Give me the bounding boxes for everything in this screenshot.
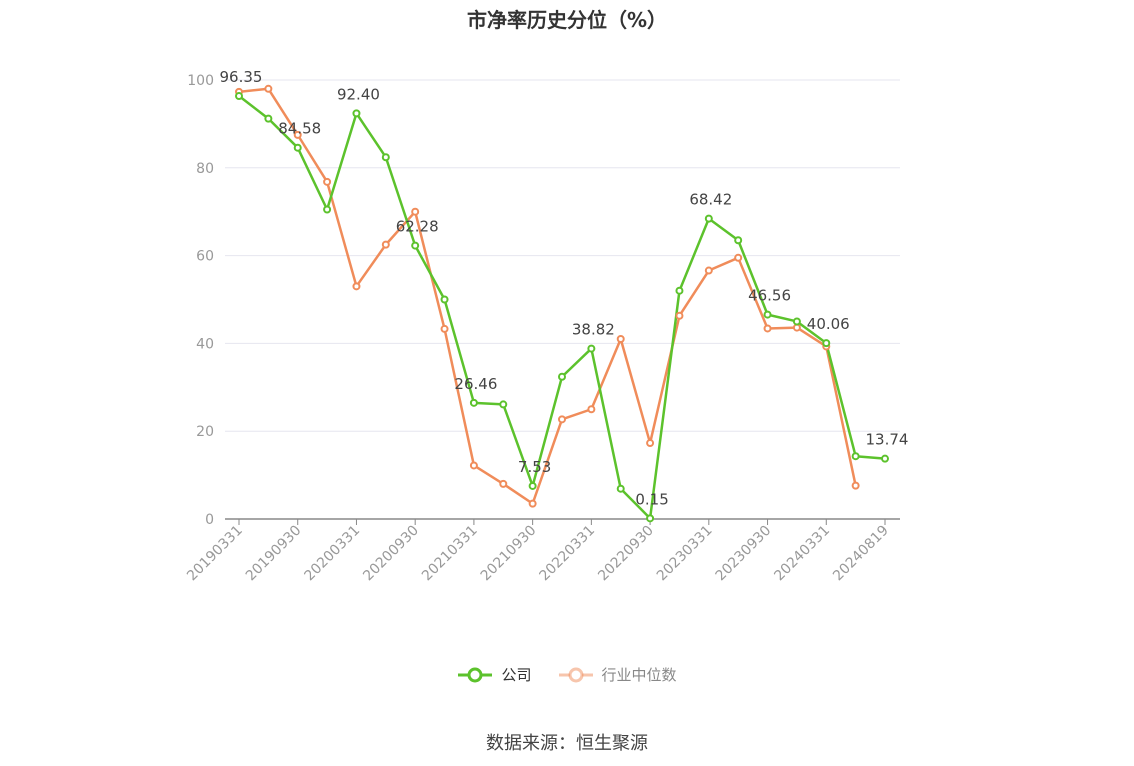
data-label: 0.15 <box>635 490 668 508</box>
legend-industry-marker <box>558 667 593 682</box>
data-point-industry[interactable] <box>587 405 596 414</box>
x-tick-label: 20230930 <box>713 523 775 585</box>
data-point-company[interactable] <box>323 205 332 214</box>
data-point-company[interactable] <box>381 153 390 162</box>
data-label: 38.82 <box>572 321 615 339</box>
x-tick-label: 20200930 <box>360 523 422 585</box>
x-tick-label: 20190930 <box>243 523 305 585</box>
x-tick-label: 20240819 <box>830 523 892 585</box>
legend-item-industry[interactable]: 行业中位数 <box>558 664 677 685</box>
data-point-industry[interactable] <box>646 439 655 448</box>
y-tick-label: 60 <box>196 249 214 265</box>
data-point-company[interactable] <box>881 454 889 463</box>
data-label: 40.06 <box>807 315 850 333</box>
data-point-industry[interactable] <box>704 266 713 275</box>
x-tick-label: 20220331 <box>536 523 598 585</box>
data-point-industry[interactable] <box>616 335 625 344</box>
data-point-company[interactable] <box>352 109 361 118</box>
data-point-company[interactable] <box>499 400 508 409</box>
y-tick-label: 0 <box>205 512 214 528</box>
data-point-industry[interactable] <box>469 461 478 470</box>
data-points <box>235 84 889 523</box>
data-point-company[interactable] <box>734 236 743 245</box>
series-line-industry <box>238 87 857 505</box>
legend-label-company: 公司 <box>501 666 532 684</box>
data-point-company[interactable] <box>411 241 420 250</box>
legend-item-company[interactable]: 公司 <box>457 664 532 685</box>
data-point-industry[interactable] <box>352 282 361 291</box>
data-point-industry[interactable] <box>675 311 684 320</box>
data-point-industry[interactable] <box>381 240 390 249</box>
data-label: 96.35 <box>220 68 263 86</box>
data-point-industry[interactable] <box>323 177 332 186</box>
data-label: 68.42 <box>689 191 732 209</box>
x-tick-label: 20200331 <box>302 523 364 585</box>
grid-lines <box>225 79 900 432</box>
data-point-company[interactable] <box>792 317 801 326</box>
data-point-industry[interactable] <box>734 253 743 262</box>
chart-title: 市净率历史分位（%） <box>466 8 668 32</box>
line-chart: 0 20 40 60 80 100 2019033120190930202003312020… <box>184 68 909 585</box>
data-point-industry[interactable] <box>558 415 566 424</box>
data-label: 62.28 <box>396 218 439 236</box>
y-tick-label: 100 <box>187 73 214 89</box>
data-point-industry[interactable] <box>528 499 537 508</box>
data-point-industry[interactable] <box>792 323 801 332</box>
data-label: 92.40 <box>337 85 380 103</box>
x-tick-label: 20210930 <box>478 523 540 585</box>
data-point-company[interactable] <box>616 484 625 493</box>
data-point-company[interactable] <box>264 114 273 123</box>
data-point-company[interactable] <box>293 143 302 152</box>
series-line-company <box>238 95 886 520</box>
data-point-industry[interactable] <box>411 207 420 216</box>
data-point-company[interactable] <box>235 92 243 101</box>
legend-label-industry: 行业中位数 <box>601 666 677 684</box>
data-point-company[interactable] <box>822 339 831 348</box>
data-point-industry[interactable] <box>440 324 449 333</box>
y-tick-label: 40 <box>196 336 214 352</box>
data-point-company[interactable] <box>528 481 537 490</box>
data-label: 26.46 <box>454 375 497 393</box>
y-tick-label: 20 <box>196 424 214 440</box>
data-point-company[interactable] <box>587 344 596 353</box>
data-label: 84.58 <box>278 120 321 138</box>
x-tick-label: 20230331 <box>654 523 716 585</box>
data-point-company[interactable] <box>646 514 655 523</box>
data-point-industry[interactable] <box>851 481 860 490</box>
data-point-company[interactable] <box>440 295 449 304</box>
x-tick-label: 20240331 <box>771 523 833 585</box>
x-tick-label: 20220930 <box>595 523 657 585</box>
data-point-company[interactable] <box>558 372 566 381</box>
x-tick-label: 20190331 <box>184 523 246 585</box>
data-label: 7.53 <box>518 458 551 476</box>
data-point-company[interactable] <box>469 398 478 407</box>
data-point-company[interactable] <box>704 214 713 223</box>
x-tick-label: 20210331 <box>419 523 481 585</box>
data-label: 13.74 <box>866 431 909 449</box>
data-point-industry[interactable] <box>293 130 302 139</box>
data-point-company[interactable] <box>675 286 684 295</box>
data-labels: 96.35 84.58 92.40 62.28 26.46 7.53 38.82 0.15 68… <box>220 68 909 508</box>
y-tick-label: 80 <box>196 161 214 177</box>
data-point-industry[interactable] <box>763 324 772 333</box>
data-point-industry[interactable] <box>264 84 273 93</box>
source-note: 数据来源：恒生聚源 <box>486 733 648 754</box>
legend: 公司 行业中位数 <box>0 664 1134 685</box>
data-point-company[interactable] <box>763 310 772 319</box>
data-point-company[interactable] <box>851 452 860 461</box>
data-label: 46.56 <box>748 287 791 305</box>
legend-company-marker <box>458 667 493 682</box>
data-point-industry[interactable] <box>499 479 508 488</box>
